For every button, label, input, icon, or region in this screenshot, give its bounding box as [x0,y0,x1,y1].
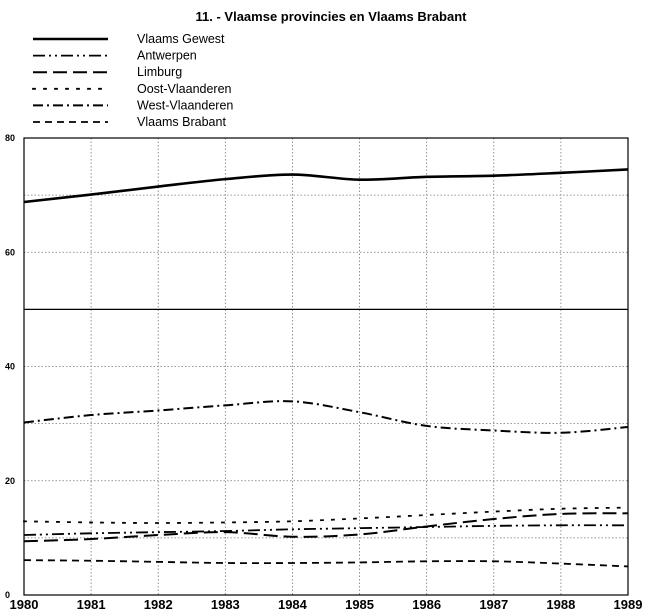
x-axis-ticks: 1980 1981 1982 1983 1984 1985 1986 1987 1988 1989 [10,597,643,612]
x-tick-label: 1988 [546,597,575,612]
x-tick-label: 1982 [144,597,173,612]
x-tick-label: 1987 [479,597,508,612]
y-tick-label: 0 [5,590,10,600]
legend: Vlaams Gewest Antwerpen Limburg Oost-Vlaand… [32,32,233,129]
y-tick-label: 80 [5,133,15,143]
legend-label: Vlaams Gewest [137,32,225,46]
grid [24,138,628,595]
legend-label: Limburg [137,65,182,79]
series-line [23,400,629,434]
x-tick-label: 1981 [77,597,106,612]
chart-title: 11. - Vlaamse provincies en Vlaams Braba… [196,9,468,24]
legend-label: Vlaams Brabant [137,115,226,129]
series-lines [23,168,629,568]
series-line [23,559,629,568]
plot-frame [23,137,629,596]
series-line [23,506,629,524]
x-tick-label: 1986 [412,597,441,612]
x-tick-label: 1980 [10,597,39,612]
legend-label: Antwerpen [137,49,197,63]
series-line [23,168,629,204]
y-tick-label: 40 [5,362,15,372]
x-tick-label: 1984 [278,597,308,612]
y-axis-ticks: 0 20 40 60 80 [5,133,15,600]
y-tick-label: 20 [5,476,15,486]
series-line [23,524,629,536]
x-tick-label: 1989 [614,597,643,612]
y-tick-label: 60 [5,247,15,257]
legend-label: West-Vlaanderen [137,98,233,112]
x-tick-label: 1983 [211,597,240,612]
series-line [23,512,629,543]
legend-label: Oost-Vlaanderen [137,82,232,96]
x-tick-label: 1985 [345,597,374,612]
